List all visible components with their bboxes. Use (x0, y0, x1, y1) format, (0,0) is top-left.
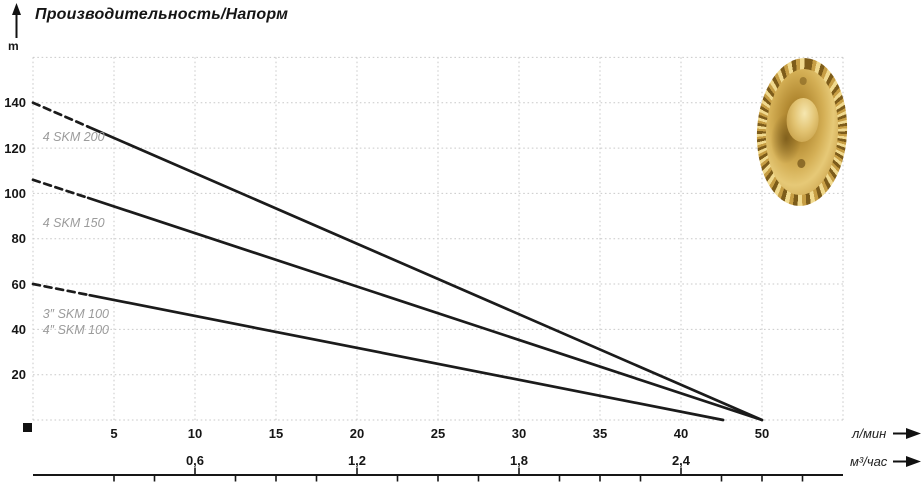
curve-dashed-segment (31, 101, 90, 129)
curve-solid-segment (88, 293, 725, 422)
x-tick-label: 50 (754, 426, 770, 441)
x-tick-label: 15 (268, 426, 284, 441)
x2-tick-label: 0,6 (185, 453, 205, 468)
curve-label: 4″ SKM 100 (42, 323, 109, 338)
x-axis-unit-label: л/мин (852, 426, 887, 441)
curve-solid-segment (86, 125, 764, 422)
y-tick-label: 60 (11, 276, 26, 292)
impeller-hole (799, 77, 807, 85)
curve-dashed-segment (31, 178, 90, 200)
y-tick-label: 100 (4, 185, 26, 201)
pump-curves (31, 101, 764, 422)
y-tick-label: 20 (11, 367, 26, 383)
right-arrow-icon (893, 428, 921, 439)
x2-tick-label: 1,8 (509, 453, 529, 468)
y-tick-label: 80 (11, 231, 26, 247)
x-tick-label: 35 (592, 426, 608, 441)
up-arrow-icon (12, 3, 21, 38)
y-tick-label: 120 (4, 140, 26, 156)
x-tick-label: 10 (187, 426, 203, 441)
x-tick-label: 30 (511, 426, 527, 441)
curve-label: 4 SKM 150 (42, 216, 105, 231)
curve-dashed-segment (31, 282, 92, 297)
x-axis2-unit-label: м³/час (850, 454, 888, 469)
x-tick-label: 20 (349, 426, 365, 441)
y-tick-label: 140 (4, 95, 26, 111)
y-tick-label: 40 (11, 321, 26, 337)
curve-solid-segment (86, 196, 764, 422)
gridlines (32, 56, 844, 421)
curve-label: 3″ SKM 100 (42, 307, 109, 322)
curve-label: 4 SKM 200 (42, 130, 105, 145)
chart-title: Производительность/Напорм (35, 6, 289, 23)
x-tick-label: 40 (673, 426, 689, 441)
x2-tick-label: 2,4 (671, 453, 691, 468)
secondary-axis (33, 467, 843, 482)
x-tick-label: 5 (110, 426, 118, 441)
brass-impeller-image (753, 55, 851, 209)
right-arrow-icon (893, 456, 921, 467)
x2-tick-label: 1,2 (347, 453, 367, 468)
origin-marker (23, 423, 32, 432)
y-axis-unit-label: m (8, 39, 19, 53)
x-tick-label: 25 (430, 426, 446, 441)
